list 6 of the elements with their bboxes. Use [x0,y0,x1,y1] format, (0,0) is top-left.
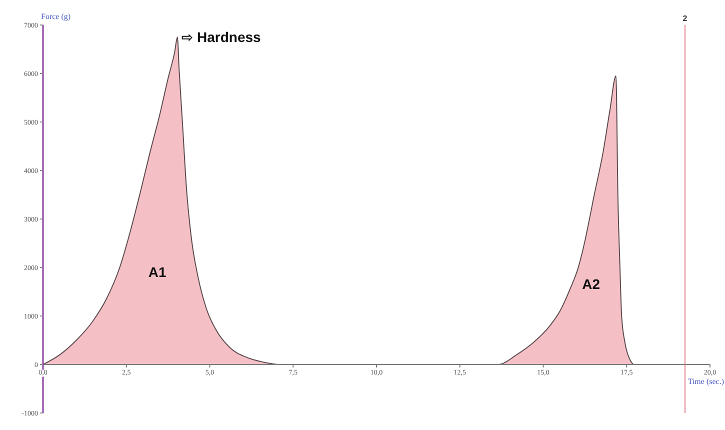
annotation: A1 [148,264,166,280]
annotation: ⇨ Hardness [181,29,261,46]
annotation: 2 [682,14,688,23]
y-axis-title: Force (g) [41,12,71,21]
x-axis-title: Time (sec.) [688,376,724,386]
annotation: A2 [582,276,600,292]
